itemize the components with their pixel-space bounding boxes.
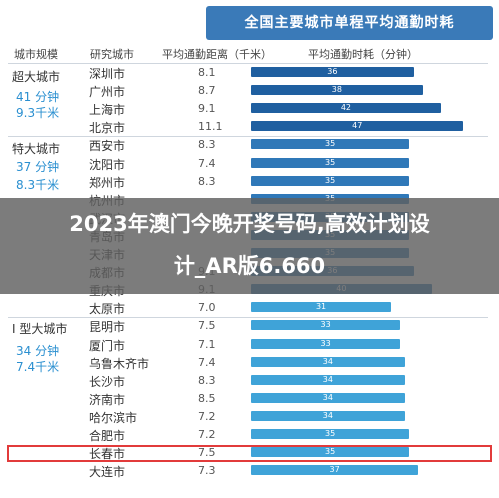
distance-value: 8.5: [198, 391, 216, 405]
distance-value: 11.1: [198, 120, 223, 134]
group-distance-type1: 7.4千米: [16, 360, 60, 374]
distance-value: 8.1: [198, 66, 216, 79]
distance-value: 7.1: [198, 337, 216, 351]
group-time-tier1: 37 分钟: [16, 160, 60, 174]
time-bar: [251, 356, 405, 367]
time-bar: [251, 320, 401, 331]
distance-value: 7.4: [198, 156, 216, 170]
time-bar: [251, 338, 401, 349]
overlay-title-line2: 计_AR版6.660: [173, 254, 326, 278]
time-bar: [251, 429, 410, 439]
time-bar-label: 35: [325, 157, 336, 167]
time-bar: [251, 103, 441, 114]
time-bar-label: 33: [320, 338, 331, 348]
time-bar-label: 35: [325, 175, 336, 185]
distance-value: 8.3: [198, 373, 216, 387]
time-bar-label: 47: [352, 121, 363, 131]
city-label: 上海市: [89, 103, 126, 118]
group-separator: [8, 317, 488, 318]
time-bar-label: 38: [331, 85, 342, 95]
header-city: 研究城市: [90, 48, 134, 61]
overlay-title-line1: 2023年澳门今晚开奖号码,高效计划设: [69, 212, 430, 236]
time-bar-label: 34: [322, 374, 333, 384]
group-time-type1: 34 分钟: [16, 344, 60, 358]
group-distance-tier1: 8.3千米: [16, 178, 60, 192]
city-label: 长沙市: [89, 374, 126, 389]
time-bar: [251, 121, 464, 132]
city-label: 沈阳市: [89, 157, 126, 172]
city-label: 哈尔滨市: [89, 410, 138, 425]
city-label: 合肥市: [89, 429, 126, 443]
time-bar: [251, 139, 410, 150]
city-label: 深圳市: [89, 67, 126, 81]
group-name-super: 超大城市: [12, 70, 61, 84]
distance-value: 7.4: [198, 355, 216, 369]
time-bar-label: 33: [320, 320, 331, 330]
distance-value: 7.3: [198, 464, 216, 478]
city-label: 广州市: [89, 85, 126, 100]
city-label: 北京市: [89, 121, 126, 136]
city-label: 昆明市: [89, 320, 126, 335]
distance-value: 7.2: [198, 409, 216, 423]
distance-value: 7.5: [198, 319, 216, 333]
time-bar-label: 35: [325, 429, 336, 438]
group-time-super: 41 分钟: [16, 90, 60, 104]
time-bar: [251, 374, 405, 385]
group-name-tier1: 特大城市: [12, 142, 61, 156]
group-distance-super: 9.3千米: [16, 106, 60, 120]
city-label: 厦门市: [89, 338, 126, 353]
header-distance: 平均通勤距离（千米）: [162, 48, 272, 61]
city-label: 长春市: [89, 447, 126, 462]
time-bar: [251, 175, 410, 186]
time-bar: [251, 157, 410, 168]
time-bar-label: 34: [322, 392, 333, 402]
header-separator: [8, 63, 488, 64]
city-label: 郑州市: [89, 175, 126, 190]
city-label: 济南市: [89, 392, 126, 407]
distance-value: 8.3: [198, 174, 216, 188]
time-bar: [251, 410, 405, 421]
city-label: 乌鲁木齐市: [89, 356, 150, 371]
city-label: 大连市: [89, 465, 126, 480]
time-bar-label: 31: [315, 302, 327, 312]
distance-value: 8.7: [198, 84, 216, 98]
time-bar-label: 35: [325, 447, 336, 457]
distance-value: 7.2: [198, 428, 216, 441]
title-overlay: [0, 198, 499, 294]
group-separator: [8, 136, 488, 137]
distance-value: 7.0: [198, 301, 216, 315]
city-label: 西安市: [89, 139, 126, 154]
time-bar: [251, 465, 419, 476]
distance-value: 8.3: [198, 138, 216, 152]
header-group: 城市规模: [14, 48, 58, 61]
time-bar-label: 36: [327, 67, 338, 76]
time-bar: [251, 447, 410, 458]
time-bar: [251, 85, 423, 96]
highlight-box: [7, 445, 492, 462]
distance-value: 9.1: [198, 102, 216, 116]
time-bar-label: 35: [325, 139, 336, 149]
time-bar: [251, 67, 414, 77]
time-bar: [251, 302, 392, 313]
time-bar-label: 34: [322, 410, 333, 420]
city-label: 太原市: [89, 302, 126, 317]
distance-value: 7.5: [198, 446, 216, 460]
time-bar-label: 37: [329, 465, 340, 475]
time-bar-label: 42: [340, 103, 351, 113]
time-bar: [251, 392, 405, 403]
header-time: 平均通勤时耗（分钟）: [308, 48, 418, 61]
chart-title: 全国主要城市单程平均通勤时耗: [206, 6, 493, 40]
group-name-type1: I 型大城市: [12, 322, 68, 336]
time-bar-label: 34: [322, 356, 333, 366]
